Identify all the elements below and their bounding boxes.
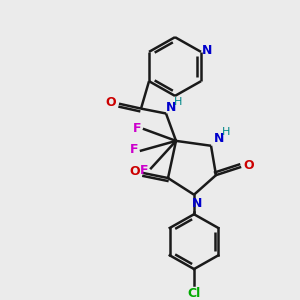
Text: N: N	[192, 197, 202, 210]
Text: N: N	[202, 44, 212, 57]
Text: F: F	[133, 122, 141, 135]
Text: H: H	[174, 97, 182, 107]
Text: O: O	[130, 165, 140, 178]
Text: F: F	[130, 143, 138, 156]
Text: O: O	[244, 159, 254, 172]
Text: N: N	[166, 101, 176, 114]
Text: F: F	[140, 164, 148, 177]
Text: N: N	[214, 132, 224, 146]
Text: H: H	[222, 127, 230, 137]
Text: O: O	[106, 96, 116, 109]
Text: Cl: Cl	[188, 287, 201, 300]
